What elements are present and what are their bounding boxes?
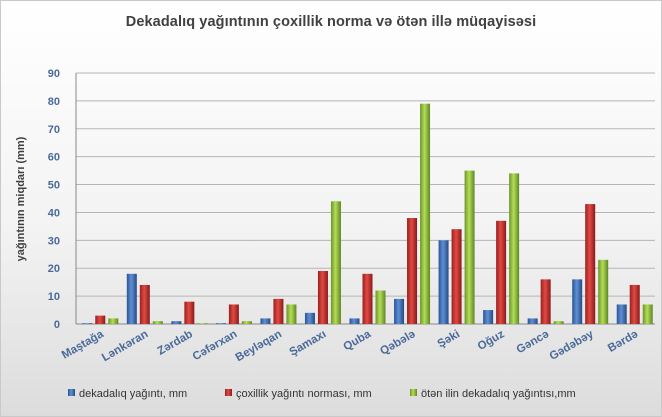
bars <box>82 103 653 324</box>
bar-Zərdab-series-2 <box>197 323 208 324</box>
bar-Gədəbəy-series-2 <box>598 259 609 324</box>
bar-Bərdə-series-2 <box>642 304 653 324</box>
bar-Bərdə-series-0 <box>616 304 627 324</box>
bar-Şəki-series-1 <box>451 229 462 324</box>
x-tick-label: Zərdab <box>156 328 195 358</box>
y-tick-label: 0 <box>54 319 60 331</box>
legend-label: çoxillik yağıntı norması, mm <box>236 388 372 400</box>
bar-Oğuz-series-0 <box>483 310 494 324</box>
bar-Qəbələ-series-0 <box>394 298 405 324</box>
x-tick-label: Quba <box>342 328 374 353</box>
x-tick-label: Beyləqan <box>234 328 284 364</box>
bar-Maştağa-series-1 <box>95 315 106 324</box>
bar-Qəbələ-series-1 <box>407 218 418 324</box>
bar-Oğuz-series-1 <box>496 220 507 324</box>
x-tick-label: Bərdə <box>606 328 640 355</box>
y-axis-ticks: 0 10 20 30 40 50 60 70 80 90 <box>48 68 60 331</box>
bar-Beyləqan-series-1 <box>273 298 284 324</box>
x-tick-label: Lənkəran <box>100 328 150 364</box>
bar-Qəbələ-series-2 <box>420 103 431 324</box>
bar-Quba-series-1 <box>362 273 373 324</box>
legend-swatch <box>410 389 417 396</box>
y-tick-label: 20 <box>48 263 60 275</box>
x-tick-label: Maştağa <box>60 328 106 362</box>
y-axis-label: yağıntının miqdarı (mm) <box>15 136 27 261</box>
bar-Gəncə-series-0 <box>527 318 538 324</box>
bar-Gəncə-series-1 <box>540 279 551 324</box>
y-tick-label: 80 <box>48 96 60 108</box>
legend-swatch <box>225 389 232 396</box>
bar-Zərdab-series-1 <box>184 301 195 324</box>
y-tick-label: 10 <box>48 291 60 303</box>
x-tick-label: Qəbələ <box>378 328 417 358</box>
bar-Gədəbəy-series-1 <box>585 204 596 324</box>
bar-Şamaxı-series-2 <box>330 201 341 324</box>
legend-label: ötən ilin dekadalıq yağıntısı,mm <box>421 388 576 400</box>
bar-Şəki-series-2 <box>464 170 475 324</box>
x-tick-label: Gəncə <box>515 328 551 356</box>
x-tick-label: Oğuz <box>476 328 507 353</box>
legend: dekadalıq yağıntı, mm çoxillik yağıntı no… <box>68 388 576 400</box>
bar-Zərdab-series-0 <box>171 321 182 324</box>
x-tick-label: Gədəbəy <box>548 328 597 363</box>
bar-Quba-series-2 <box>375 290 386 324</box>
y-tick-label: 90 <box>48 68 60 80</box>
y-tick-label: 30 <box>48 235 60 247</box>
bar-Şamaxı-series-1 <box>317 271 328 324</box>
bar-Lənkəran-series-2 <box>152 321 163 324</box>
x-tick-label: Cəfərxan <box>191 328 240 363</box>
bar-Gəncə-series-2 <box>553 321 564 324</box>
bar-Şəki-series-0 <box>438 240 449 324</box>
legend-swatch <box>68 389 75 396</box>
bar-Gədəbəy-series-0 <box>572 279 583 324</box>
y-tick-label: 40 <box>48 207 60 219</box>
x-tick-label: Şəki <box>436 328 463 350</box>
y-tick-label: 50 <box>48 180 60 192</box>
bar-Bərdə-series-1 <box>629 284 640 324</box>
bar-Cəfərxan-series-0 <box>215 323 226 324</box>
bar-Lənkəran-series-0 <box>126 273 137 324</box>
bar-Şamaxı-series-0 <box>304 312 315 324</box>
bar-Cəfərxan-series-2 <box>241 321 252 324</box>
x-tick-label: Şamaxı <box>288 328 329 359</box>
y-tick-label: 60 <box>48 152 60 164</box>
bar-Cəfərxan-series-1 <box>228 304 239 324</box>
bar-Maştağa-series-2 <box>108 318 119 324</box>
chart-title: Dekadalıq yağıntının çoxillik norma və ö… <box>125 14 537 30</box>
y-tick-label: 70 <box>48 124 60 136</box>
bar-Maştağa-series-0 <box>82 323 93 324</box>
bar-Beyləqan-series-0 <box>260 318 271 324</box>
legend-label: dekadalıq yağıntı, mm <box>79 388 187 400</box>
bar-Quba-series-0 <box>349 318 360 324</box>
bar-Beyləqan-series-2 <box>286 304 297 324</box>
bar-Oğuz-series-2 <box>509 173 520 324</box>
bar-Lənkəran-series-1 <box>139 284 150 324</box>
